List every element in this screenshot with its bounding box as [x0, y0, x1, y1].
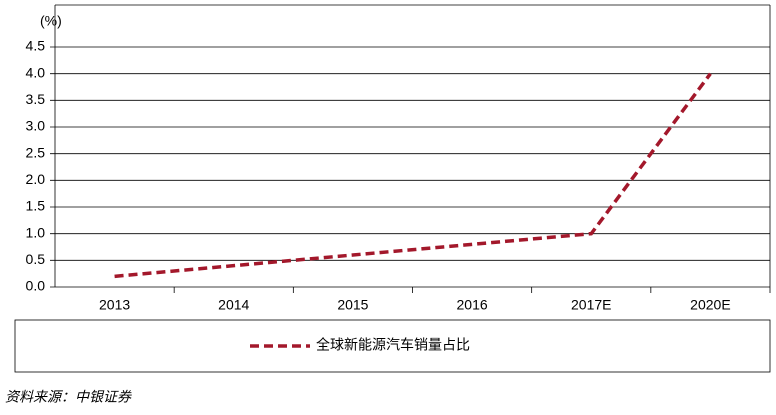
y-tick-label: 2.0 [26, 171, 46, 187]
source-note: 资料来源：中银证券 [5, 389, 132, 405]
y-tick-label: 1.0 [26, 224, 46, 240]
x-tick-label: 2014 [218, 297, 249, 313]
y-tick-label: 3.0 [26, 118, 46, 134]
y-tick-label: 4.5 [26, 38, 46, 54]
y-tick-label: 0.5 [26, 251, 46, 267]
y-tick-label: 4.0 [26, 64, 46, 80]
x-tick-label: 2015 [337, 297, 368, 313]
x-tick-label: 2016 [457, 297, 488, 313]
legend-label: 全球新能源汽车销量占比 [316, 337, 470, 353]
y-tick-label: 0.0 [26, 278, 46, 294]
legend-box [14, 319, 771, 373]
y-tick-label: 3.5 [26, 91, 46, 107]
data-line [114, 72, 712, 279]
y-unit-label: (%) [40, 13, 62, 29]
x-tick-label: 2013 [99, 297, 130, 313]
y-tick-label: 2.5 [26, 144, 46, 160]
x-tick-label: 2017E [571, 297, 611, 313]
y-tick-label: 1.5 [26, 198, 46, 214]
x-tick-label: 2020E [690, 297, 730, 313]
